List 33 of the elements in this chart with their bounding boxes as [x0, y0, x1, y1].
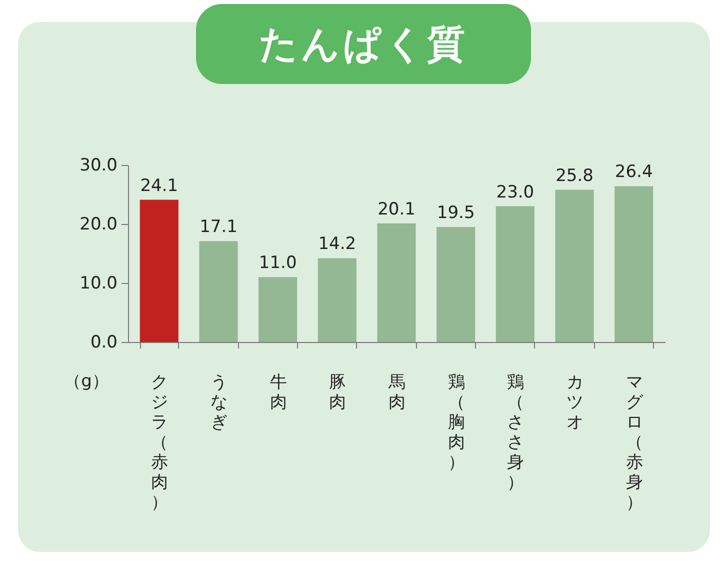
y-tick-label: 0.0: [90, 332, 118, 352]
x-tick-label: マグロ（赤身）: [626, 372, 644, 512]
x-tick-label: うなぎ: [210, 372, 228, 432]
y-tick-label: 10.0: [80, 274, 118, 294]
data-label: 19.5: [436, 202, 475, 223]
y-axis-title: （g）: [64, 372, 109, 392]
bar: [318, 258, 356, 342]
bar: [140, 200, 178, 342]
x-tick-label: クジラ（赤肉）: [151, 372, 168, 512]
y-tick-label: 20.0: [80, 214, 118, 234]
chart-title: たんぱく質: [196, 4, 531, 84]
data-label: 24.1: [140, 176, 178, 196]
data-label: 14.2: [318, 234, 356, 254]
data-label: 11.0: [258, 253, 297, 274]
x-tick-label: 馬肉: [388, 372, 406, 412]
data-label: 17.1: [200, 217, 238, 238]
x-tick-label: 牛肉: [270, 372, 287, 412]
bar: [555, 190, 594, 342]
y-tick-label: 30.0: [80, 156, 118, 176]
data-label: 20.1: [378, 199, 416, 220]
bar: [496, 206, 534, 342]
x-tick-label: カツオ: [566, 372, 584, 432]
bar: [258, 277, 298, 342]
data-label: 23.0: [496, 182, 534, 202]
x-tick-label: 豚肉: [329, 372, 346, 412]
x-tick-label: 鶏（ささ身）: [507, 372, 524, 492]
bar: [436, 226, 476, 342]
bar: [199, 241, 238, 342]
x-tick-label: 鶏（胸肉）: [448, 372, 465, 472]
bar: [614, 186, 654, 342]
data-label: 25.8: [556, 166, 594, 186]
data-label: 26.4: [614, 162, 653, 182]
bar: [377, 223, 416, 342]
